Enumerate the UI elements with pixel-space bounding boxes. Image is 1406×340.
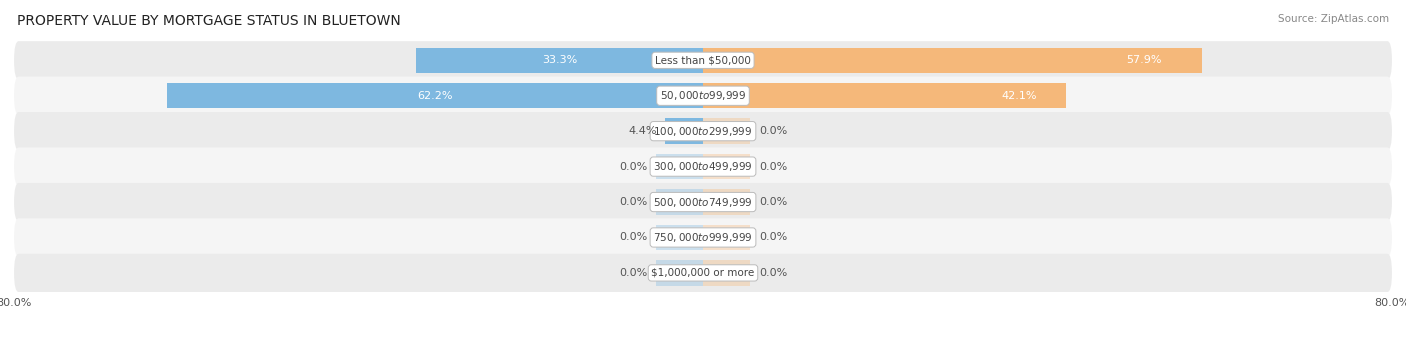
Text: 0.0%: 0.0% bbox=[759, 126, 787, 136]
Text: $100,000 to $299,999: $100,000 to $299,999 bbox=[654, 125, 752, 138]
Bar bbox=[655, 189, 703, 215]
Legend: Without Mortgage, With Mortgage: Without Mortgage, With Mortgage bbox=[588, 338, 818, 340]
Text: 33.3%: 33.3% bbox=[541, 55, 578, 65]
Bar bbox=[703, 48, 1202, 73]
FancyBboxPatch shape bbox=[14, 148, 1392, 186]
Bar bbox=[665, 118, 703, 144]
Bar bbox=[703, 189, 751, 215]
Text: Less than $50,000: Less than $50,000 bbox=[655, 55, 751, 65]
Bar bbox=[655, 154, 703, 180]
Text: $500,000 to $749,999: $500,000 to $749,999 bbox=[654, 195, 752, 208]
Bar bbox=[703, 260, 751, 286]
FancyBboxPatch shape bbox=[14, 183, 1392, 221]
Bar bbox=[167, 83, 703, 108]
FancyBboxPatch shape bbox=[14, 76, 1392, 115]
FancyBboxPatch shape bbox=[14, 112, 1392, 150]
Bar bbox=[703, 118, 751, 144]
Text: 0.0%: 0.0% bbox=[619, 233, 647, 242]
Bar bbox=[655, 225, 703, 250]
Text: 0.0%: 0.0% bbox=[759, 162, 787, 172]
Bar bbox=[703, 83, 1066, 108]
Text: 57.9%: 57.9% bbox=[1126, 55, 1161, 65]
Text: 0.0%: 0.0% bbox=[759, 268, 787, 278]
Text: 0.0%: 0.0% bbox=[759, 197, 787, 207]
Bar bbox=[703, 154, 751, 180]
FancyBboxPatch shape bbox=[14, 41, 1392, 80]
Bar bbox=[655, 260, 703, 286]
Text: Source: ZipAtlas.com: Source: ZipAtlas.com bbox=[1278, 14, 1389, 23]
FancyBboxPatch shape bbox=[14, 218, 1392, 257]
Text: 4.4%: 4.4% bbox=[628, 126, 657, 136]
Text: $1,000,000 or more: $1,000,000 or more bbox=[651, 268, 755, 278]
Text: 0.0%: 0.0% bbox=[619, 268, 647, 278]
Text: PROPERTY VALUE BY MORTGAGE STATUS IN BLUETOWN: PROPERTY VALUE BY MORTGAGE STATUS IN BLU… bbox=[17, 14, 401, 28]
Text: $750,000 to $999,999: $750,000 to $999,999 bbox=[654, 231, 752, 244]
Text: 62.2%: 62.2% bbox=[418, 91, 453, 101]
Text: $300,000 to $499,999: $300,000 to $499,999 bbox=[654, 160, 752, 173]
Text: 0.0%: 0.0% bbox=[619, 162, 647, 172]
FancyBboxPatch shape bbox=[14, 254, 1392, 292]
Bar bbox=[703, 225, 751, 250]
Text: 0.0%: 0.0% bbox=[619, 197, 647, 207]
Text: $50,000 to $99,999: $50,000 to $99,999 bbox=[659, 89, 747, 102]
Bar bbox=[416, 48, 703, 73]
Text: 0.0%: 0.0% bbox=[759, 233, 787, 242]
Text: 42.1%: 42.1% bbox=[1001, 91, 1036, 101]
